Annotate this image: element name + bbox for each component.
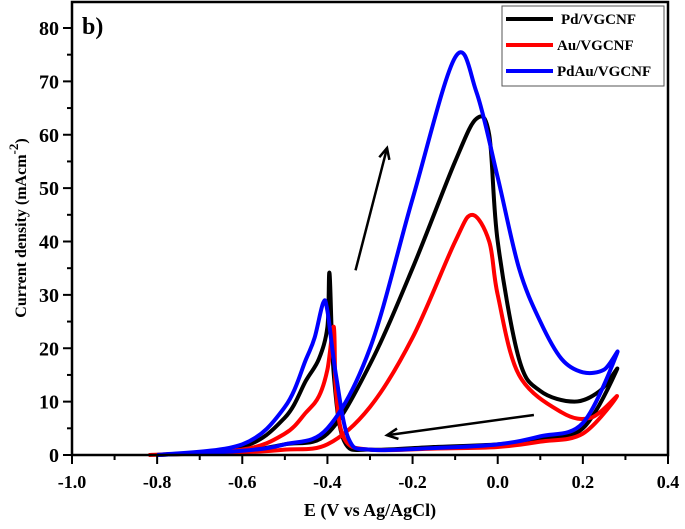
- y-tick-label: 40: [39, 232, 59, 254]
- y-tick-label: 70: [39, 71, 59, 93]
- x-tick-label: -0.8: [143, 472, 172, 492]
- annotation-arrows: [354, 145, 535, 441]
- y-ticks: 0 10 20 30 40 50 60 70 80: [39, 18, 72, 467]
- series-line-au-vgcnf: [148, 212, 619, 457]
- y-tick-label: 10: [39, 392, 59, 414]
- legend: Pd/VGCNF Au/VGCNF PdAu/VGCNF: [501, 5, 665, 87]
- arrow-head: [378, 145, 391, 161]
- annotation-arrow: [354, 147, 389, 271]
- legend-label: Pd/VGCNF: [561, 12, 636, 28]
- arrow-head: [384, 427, 399, 441]
- curves: [148, 50, 620, 457]
- x-tick-label: 0.0: [486, 472, 509, 492]
- x-tick-label: -0.6: [228, 472, 257, 492]
- y-tick-label: 80: [39, 18, 59, 40]
- x-axis-label: E (V vs Ag/AgCl): [304, 500, 436, 521]
- x-tick-label: 0.2: [572, 472, 595, 492]
- x-tick-label: -0.2: [398, 472, 427, 492]
- y-tick-label: 0: [49, 445, 59, 467]
- y-tick-label: 30: [39, 285, 59, 307]
- legend-label: Au/VGCNF: [557, 38, 634, 54]
- y-tick-label: 60: [39, 125, 59, 147]
- series-line-pd-vgcnf: [156, 114, 620, 457]
- y-axis-label: Current density (mAcm-2): [6, 138, 30, 317]
- x-ticks: -1.0 -0.8 -0.6 -0.4 -0.2 0.0 0.2 0.4: [58, 455, 680, 492]
- x-tick-label: -0.4: [313, 472, 342, 492]
- panel-label: b): [82, 14, 103, 40]
- x-tick-label: 0.4: [657, 472, 680, 492]
- y-tick-label: 20: [39, 338, 59, 360]
- annotation-arrow: [386, 413, 535, 437]
- y-tick-label: 50: [39, 178, 59, 200]
- legend-label: PdAu/VGCNF: [557, 64, 651, 80]
- series-line-pdau-vgcnf: [156, 50, 620, 457]
- x-tick-label: -1.0: [58, 472, 87, 492]
